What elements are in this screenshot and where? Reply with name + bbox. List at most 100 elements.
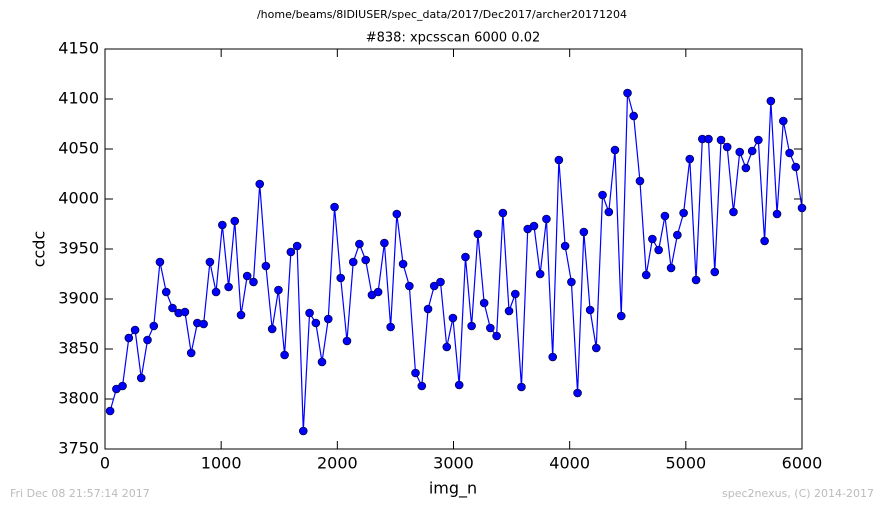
data-point <box>255 179 265 189</box>
credit: spec2nexus, (C) 2014-2017 <box>722 487 874 500</box>
data-point <box>199 319 208 329</box>
data-point <box>772 209 782 219</box>
data-point <box>785 148 794 158</box>
data-point <box>380 238 389 248</box>
data-point <box>461 252 470 262</box>
y-axis-label: ccdc <box>30 231 49 268</box>
data-point <box>168 303 177 313</box>
y-tick-label: 4050 <box>58 139 99 158</box>
data-point <box>498 208 508 218</box>
data-point <box>504 306 514 316</box>
data-point <box>747 146 757 156</box>
data-point <box>741 163 751 173</box>
data-point <box>436 277 445 287</box>
data-point <box>591 343 601 353</box>
data-point <box>722 142 732 152</box>
y-tick-label: 3900 <box>58 289 99 308</box>
data-point <box>704 134 713 144</box>
data-point <box>492 331 501 341</box>
x-tick-label: 6000 <box>782 454 823 473</box>
data-point <box>616 311 626 321</box>
data-point <box>517 382 526 392</box>
x-tick-label: 3000 <box>433 454 474 473</box>
data-point <box>691 275 701 285</box>
data-point <box>454 380 464 390</box>
x-tick-label: 0 <box>100 454 110 473</box>
data-point <box>760 236 769 246</box>
data-point <box>305 308 314 318</box>
data-point <box>386 322 395 332</box>
data-point <box>161 287 171 297</box>
y-tick-label: 4150 <box>58 39 99 58</box>
y-tick-label: 3750 <box>58 439 99 458</box>
data-point <box>105 406 115 416</box>
data-point <box>423 304 433 314</box>
data-point <box>405 281 414 291</box>
x-tick-label: 2000 <box>317 454 358 473</box>
data-point <box>292 241 302 251</box>
data-point <box>118 381 127 391</box>
data-point <box>735 147 745 157</box>
data-point <box>529 221 539 231</box>
data-point <box>585 305 595 315</box>
data-point <box>429 281 439 291</box>
data-point <box>610 145 620 155</box>
data-point <box>130 325 140 335</box>
data-point <box>280 350 289 360</box>
data-point <box>330 202 339 212</box>
data-point <box>136 373 146 383</box>
data-point <box>797 203 807 213</box>
data-point <box>236 310 246 320</box>
data-point <box>648 234 657 244</box>
data-point <box>560 241 570 251</box>
plot-frame <box>104 48 803 450</box>
data-point <box>511 289 520 299</box>
data-point <box>323 314 333 324</box>
suptitle: /home/beams/8IDIUSER/spec_data/2017/Dec2… <box>257 8 627 21</box>
data-point <box>143 335 152 345</box>
x-tick-label: 1000 <box>201 454 242 473</box>
data-point <box>573 388 582 398</box>
data-line <box>109 92 803 432</box>
x-axis-label: img_n <box>429 479 477 499</box>
data-point <box>230 216 240 226</box>
x-tick-label: 4000 <box>549 454 590 473</box>
data-point <box>411 368 420 378</box>
data-point <box>218 220 227 230</box>
data-point <box>467 321 476 331</box>
data-point <box>274 285 283 295</box>
data-point <box>729 207 738 217</box>
data-point <box>286 247 296 257</box>
data-point <box>473 229 483 239</box>
data-point <box>311 318 321 328</box>
data-point <box>242 271 252 281</box>
data-point <box>342 336 352 346</box>
data-point <box>567 277 576 287</box>
data-point <box>348 257 358 267</box>
data-point <box>635 176 645 186</box>
data-point <box>224 282 233 292</box>
data-point <box>205 257 215 267</box>
data-point <box>180 307 190 317</box>
data-point <box>629 111 638 121</box>
data-point <box>660 211 670 221</box>
data-point <box>641 270 651 280</box>
data-point <box>673 230 682 240</box>
data-point <box>716 135 726 145</box>
data-point <box>267 324 277 334</box>
data-point <box>392 209 402 219</box>
data-point <box>778 116 788 126</box>
data-point <box>598 190 607 200</box>
data-point <box>791 162 801 172</box>
data-point <box>479 298 489 308</box>
data-point <box>554 155 564 165</box>
data-point <box>417 381 427 391</box>
timestamp: Fri Dec 08 21:57:14 2017 <box>10 487 150 500</box>
data-point <box>211 287 221 297</box>
data-point <box>336 273 346 283</box>
data-point <box>373 287 383 297</box>
data-point <box>186 348 196 358</box>
data-point <box>298 426 308 436</box>
data-point <box>442 342 452 352</box>
data-point <box>604 207 614 217</box>
